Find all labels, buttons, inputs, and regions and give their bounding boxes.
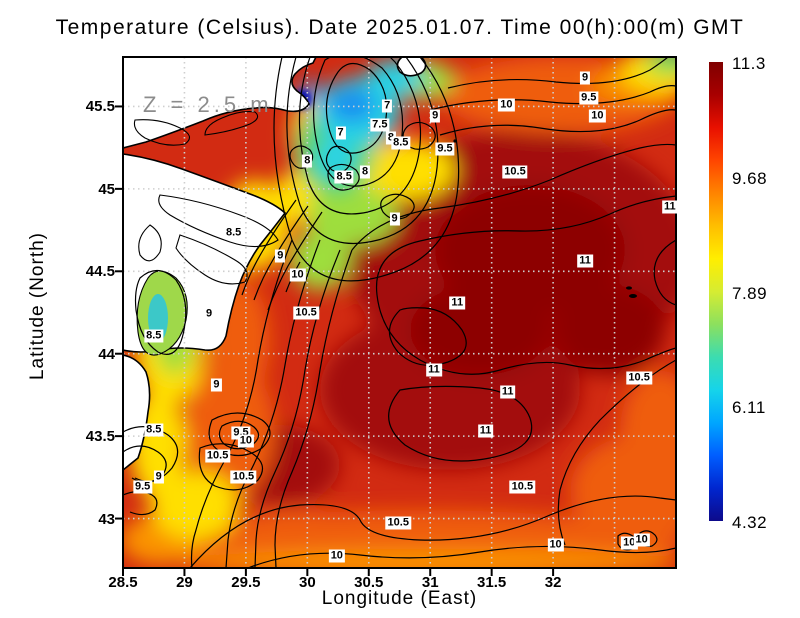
contour-label: 10.5 — [293, 306, 319, 319]
tick-marks — [115, 105, 555, 576]
contour-label: 11 — [426, 363, 442, 377]
depth-annotation: Z = 2.5 m — [143, 92, 273, 117]
contour-label: 11 — [449, 296, 466, 310]
y-tick-label: 45.5 — [85, 98, 115, 116]
contour-label: 8.5 — [144, 423, 164, 437]
x-tick-label: 31.5 — [477, 574, 507, 591]
contour-label: 8 — [385, 131, 396, 145]
colorbar — [709, 62, 723, 521]
contour-label: 9 — [430, 109, 441, 123]
contour-label: 9 — [211, 378, 222, 392]
contour-label: 10 — [498, 98, 515, 112]
islet-marks — [453, 139, 637, 298]
contour-label: 10 — [237, 434, 254, 448]
contour-label: 9 — [275, 249, 286, 263]
contour-label: 8.5 — [391, 136, 411, 150]
temperature-field: Z = 2.5 m — [123, 57, 676, 568]
contour-label: 10 — [621, 536, 638, 550]
contour-label: 11 — [662, 200, 678, 214]
y-tick-label: 44.5 — [85, 263, 115, 281]
plot-frame — [122, 56, 677, 569]
colorbar-tick-label: 4.32 — [732, 513, 768, 532]
contour-label: 10 — [589, 109, 606, 123]
x-axis-label: Longitude (East) — [321, 588, 478, 609]
contour-label: 8 — [360, 165, 371, 179]
contour-label: 7 — [382, 99, 393, 113]
chart-title: Temperature (Celsius). Date 2025.01.07. … — [55, 16, 745, 39]
contour-label: 9 — [153, 470, 164, 484]
contour-label: 10 — [633, 533, 650, 547]
contour-label: 9 — [389, 212, 400, 226]
contour-label: 11 — [499, 385, 516, 399]
contour-label: 8.5 — [223, 226, 244, 240]
contour-label: 10.5 — [502, 165, 528, 179]
x-tick-label: 30 — [298, 574, 316, 591]
colorbar-tick-label: 9.68 — [732, 168, 768, 188]
contour-label: 9 — [203, 307, 215, 321]
contour-label: 10.5 — [385, 516, 411, 530]
y-tick-label: 43 — [98, 510, 115, 528]
x-tick-label: 30.5 — [354, 574, 384, 591]
x-tick-label: 31 — [421, 574, 439, 591]
contour-label: 10.5 — [230, 470, 257, 484]
contour-label: 8 — [302, 154, 313, 168]
x-tick-label: 32 — [544, 574, 562, 591]
x-tick-label: 28.5 — [108, 574, 138, 591]
contour-label: 11 — [577, 254, 593, 268]
contour-label: 11 — [477, 424, 494, 438]
contour-label: 10 — [328, 549, 345, 563]
contour-label: 10.5 — [509, 480, 536, 494]
contour-label: 8.5 — [144, 329, 164, 343]
colorbar-tick-label: 11.3 — [732, 54, 766, 73]
contour-label: 10.5 — [204, 449, 231, 463]
x-tick-label: 29 — [176, 574, 193, 591]
contour-label: 9.5 — [435, 142, 455, 156]
contour-label: 10 — [289, 268, 306, 282]
y-tick-label: 45 — [98, 180, 115, 198]
contour-label: 9.5 — [579, 91, 599, 105]
contour-label: 7.5 — [370, 118, 390, 132]
colorbar-tick-label: 6.11 — [732, 398, 766, 418]
colorbar-tick-label: 7.89 — [732, 283, 768, 303]
x-tick-label: 29.5 — [231, 574, 261, 591]
contour-label: 8.5 — [334, 170, 354, 184]
contour-label: 9 — [579, 71, 591, 85]
y-axis-label: Latitude (North) — [27, 232, 48, 381]
y-tick-label: 43.5 — [85, 428, 115, 446]
contour-label: 10 — [547, 538, 564, 552]
contour-label: 9.5 — [133, 480, 153, 494]
y-tick-label: 44 — [98, 345, 115, 363]
contour-label: 7 — [335, 126, 346, 140]
contour-label: 10.5 — [626, 371, 652, 385]
